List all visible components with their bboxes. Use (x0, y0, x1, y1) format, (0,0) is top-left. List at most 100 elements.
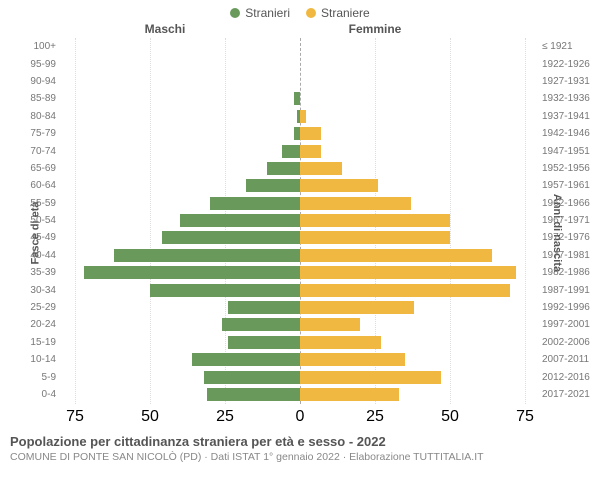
bar-male (222, 318, 300, 331)
pyramid-row: 0-42017-2021 (60, 386, 540, 403)
x-tick: 0 (296, 408, 305, 426)
bar-half-male (60, 142, 300, 159)
bar-female (300, 336, 381, 349)
bar-half-male (60, 108, 300, 125)
age-label: 55-59 (14, 198, 56, 209)
bar-half-female (300, 55, 540, 72)
birth-year-label: ≤ 1921 (542, 41, 596, 52)
bar-half-male (60, 247, 300, 264)
bar-male (228, 336, 300, 349)
bar-male (207, 388, 300, 401)
bar-half-male (60, 90, 300, 107)
bar-half-female (300, 195, 540, 212)
age-label: 50-54 (14, 215, 56, 226)
age-label: 90-94 (14, 76, 56, 87)
pyramid-row: 60-641957-1961 (60, 177, 540, 194)
age-label: 95-99 (14, 59, 56, 70)
pyramid-row: 25-291992-1996 (60, 299, 540, 316)
birth-year-label: 1947-1951 (542, 146, 596, 157)
bar-male (114, 249, 300, 262)
pyramid-row: 40-441977-1981 (60, 247, 540, 264)
header-female: Femmine (270, 22, 540, 36)
birth-year-label: 1982-1986 (542, 267, 596, 278)
birth-year-label: 1922-1926 (542, 59, 596, 70)
bar-half-female (300, 351, 540, 368)
bar-male (180, 214, 300, 227)
bar-half-female (300, 229, 540, 246)
bar-half-male (60, 281, 300, 298)
bar-half-male (60, 73, 300, 90)
pyramid-row: 35-391982-1986 (60, 264, 540, 281)
bar-male (84, 266, 300, 279)
bar-half-female (300, 247, 540, 264)
birth-year-label: 1977-1981 (542, 250, 596, 261)
bar-female (300, 353, 405, 366)
pyramid-row: 45-491972-1976 (60, 229, 540, 246)
chart-title: Popolazione per cittadinanza straniera p… (10, 434, 590, 449)
birth-year-label: 1942-1946 (542, 128, 596, 139)
pyramid-row: 100+≤ 1921 (60, 38, 540, 55)
pyramid-row: 55-591962-1966 (60, 195, 540, 212)
column-headers: Maschi Femmine (0, 22, 600, 36)
bar-half-female (300, 73, 540, 90)
age-label: 5-9 (14, 372, 56, 383)
age-label: 80-84 (14, 111, 56, 122)
plot-area: Fasce di età Anni di nascita 100+≤ 19219… (0, 38, 600, 428)
pyramid-row: 85-891932-1936 (60, 90, 540, 107)
bar-male (228, 301, 300, 314)
bar-half-female (300, 368, 540, 385)
bar-half-female (300, 212, 540, 229)
x-tick: 25 (366, 408, 384, 426)
bar-male (282, 145, 300, 158)
age-label: 70-74 (14, 146, 56, 157)
pyramid-row: 95-991922-1926 (60, 55, 540, 72)
age-label: 30-34 (14, 285, 56, 296)
bar-half-male (60, 368, 300, 385)
birth-year-label: 1937-1941 (542, 111, 596, 122)
pyramid-row: 75-791942-1946 (60, 125, 540, 142)
age-label: 35-39 (14, 267, 56, 278)
legend-label-female: Straniere (321, 6, 370, 20)
legend: Stranieri Straniere (0, 0, 600, 22)
bar-male (204, 371, 300, 384)
birth-year-label: 1957-1961 (542, 180, 596, 191)
x-tick: 75 (66, 408, 84, 426)
bar-female (300, 197, 411, 210)
bar-half-female (300, 108, 540, 125)
bar-male (210, 197, 300, 210)
bar-half-male (60, 177, 300, 194)
birth-year-label: 1962-1966 (542, 198, 596, 209)
bar-half-male (60, 125, 300, 142)
age-label: 75-79 (14, 128, 56, 139)
bar-half-female (300, 90, 540, 107)
bar-half-female (300, 299, 540, 316)
footer: Popolazione per cittadinanza straniera p… (0, 428, 600, 463)
age-label: 15-19 (14, 337, 56, 348)
bar-half-male (60, 229, 300, 246)
age-label: 10-14 (14, 354, 56, 365)
pyramid-row: 20-241997-2001 (60, 316, 540, 333)
bar-half-female (300, 125, 540, 142)
birth-year-label: 1992-1996 (542, 302, 596, 313)
bar-half-male (60, 334, 300, 351)
header-male: Maschi (0, 22, 270, 36)
pyramid-row: 80-841937-1941 (60, 108, 540, 125)
legend-dot-male (230, 8, 240, 18)
bar-male (267, 162, 300, 175)
pyramid-row: 5-92012-2016 (60, 368, 540, 385)
bar-male (246, 179, 300, 192)
pyramid-row: 50-541967-1971 (60, 212, 540, 229)
age-label: 85-89 (14, 93, 56, 104)
birth-year-label: 1987-1991 (542, 285, 596, 296)
pyramid-row: 30-341987-1991 (60, 281, 540, 298)
age-label: 0-4 (14, 389, 56, 400)
birth-year-label: 2007-2011 (542, 354, 596, 365)
bar-half-male (60, 55, 300, 72)
bar-half-male (60, 351, 300, 368)
birth-year-label: 1927-1931 (542, 76, 596, 87)
legend-item-male: Stranieri (230, 6, 290, 20)
pyramid-row: 65-691952-1956 (60, 160, 540, 177)
bar-female (300, 231, 450, 244)
bar-half-male (60, 195, 300, 212)
bar-female (300, 318, 360, 331)
